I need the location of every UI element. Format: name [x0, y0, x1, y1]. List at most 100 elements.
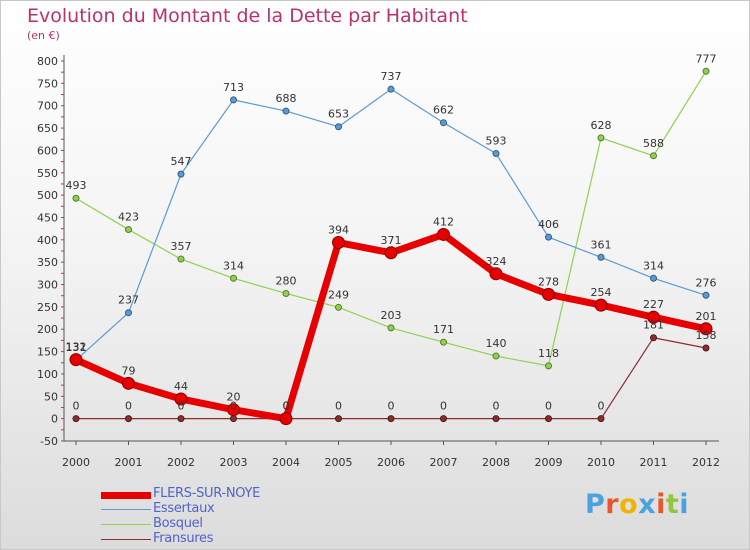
point-essertaux [282, 107, 290, 115]
data-label-flers-sur-noye: 227 [643, 298, 664, 311]
data-label-fransures: 181 [643, 319, 664, 332]
logo-letter: i [679, 489, 690, 520]
point-essertaux [702, 291, 710, 299]
point-flers-sur-noye [227, 403, 240, 417]
point-bosquel [387, 324, 395, 332]
point-bosquel [125, 226, 132, 234]
point-fransures [177, 415, 185, 423]
data-label-flers-sur-noye: 79 [122, 364, 136, 377]
x-tick-label: 2001 [115, 456, 143, 469]
data-label-flers-sur-noye: 324 [486, 255, 507, 268]
point-bosquel [545, 362, 552, 370]
y-tick-label: 250 [37, 301, 58, 314]
data-label-flers-sur-noye: 44 [174, 380, 188, 393]
point-fransures [597, 415, 605, 423]
data-label-fransures: 0 [230, 400, 237, 413]
data-label-essertaux: 737 [381, 70, 402, 83]
data-label-fransures: 0 [178, 400, 185, 413]
data-label-essertaux: 593 [486, 135, 507, 148]
point-flers-sur-noye [69, 353, 83, 367]
point-bosquel [177, 255, 185, 263]
data-label-bosquel: 203 [381, 309, 402, 322]
point-fransures [492, 415, 500, 423]
data-label-essertaux: 276 [696, 276, 717, 289]
point-fransures [440, 415, 447, 423]
y-tick-label: 350 [37, 256, 58, 269]
data-label-bosquel: 118 [538, 347, 559, 360]
point-essertaux [387, 85, 395, 93]
y-tick-label: 800 [37, 55, 58, 68]
logo-letter: r [605, 489, 620, 520]
data-label-fransures: 0 [283, 400, 290, 413]
point-essertaux [230, 96, 237, 104]
point-fransures [335, 415, 342, 423]
data-label-fransures: 0 [73, 400, 80, 413]
data-label-flers-sur-noye: 412 [433, 215, 454, 228]
data-label-flers-sur-noye: 371 [381, 234, 402, 247]
x-tick-label: 2007 [430, 456, 458, 469]
legend-swatch [101, 539, 151, 540]
data-label-flers-sur-noye: 20 [227, 391, 241, 404]
y-tick-label: 400 [37, 234, 58, 247]
data-label-fransures: 0 [598, 400, 605, 413]
legend-swatch [101, 509, 151, 510]
point-bosquel [440, 338, 447, 346]
y-tick-label: 100 [37, 368, 58, 381]
data-label-fransures: 158 [696, 329, 717, 342]
x-tick-label: 2011 [640, 456, 668, 469]
data-label-bosquel: 357 [171, 240, 192, 253]
data-label-bosquel: 249 [328, 288, 349, 301]
point-essertaux [125, 309, 132, 317]
data-label-essertaux: 237 [118, 294, 139, 307]
x-tick-label: 2006 [377, 456, 405, 469]
data-label-flers-sur-noye: 394 [328, 224, 349, 237]
y-tick-label: 650 [37, 122, 58, 135]
x-tick-label: 2000 [62, 456, 90, 469]
y-tick-label: -50 [40, 435, 58, 448]
data-label-bosquel: 493 [66, 179, 87, 192]
logo-letter: o [619, 489, 639, 520]
data-label-bosquel: 314 [223, 259, 244, 272]
x-tick-label: 2005 [325, 456, 353, 469]
chart-subtitle: (en €) [27, 29, 60, 42]
legend-label: Fransures [153, 531, 214, 546]
data-label-flers-sur-noye: 132 [66, 341, 87, 354]
point-bosquel [282, 289, 290, 297]
data-label-fransures: 0 [125, 400, 132, 413]
y-tick-label: 200 [37, 323, 58, 336]
point-essertaux [650, 274, 657, 282]
y-tick-label: 150 [37, 346, 58, 359]
data-label-bosquel: 423 [118, 211, 139, 224]
data-label-bosquel: 140 [486, 337, 507, 350]
proxiti-logo: Proxiti [585, 489, 689, 520]
x-tick-label: 2009 [535, 456, 563, 469]
x-tick-label: 2004 [272, 456, 300, 469]
legend-label: FLERS-SUR-NOYE [153, 486, 261, 501]
data-label-flers-sur-noye: 278 [538, 275, 559, 288]
chart-title: Evolution du Montant de la Dette par Hab… [27, 5, 468, 27]
data-label-essertaux: 547 [171, 155, 192, 168]
data-label-fransures: 0 [440, 400, 447, 413]
point-essertaux [335, 123, 342, 131]
legend-swatch [101, 524, 151, 525]
data-label-flers-sur-noye: 201 [696, 310, 717, 323]
point-fransures [702, 344, 710, 352]
data-label-essertaux: 361 [591, 238, 612, 251]
data-label-bosquel: 171 [433, 323, 454, 336]
point-bosquel [597, 134, 605, 142]
data-label-essertaux: 662 [433, 104, 454, 117]
point-bosquel [702, 67, 710, 75]
x-tick-label: 2012 [692, 456, 720, 469]
point-fransures [387, 415, 395, 423]
point-fransures [72, 415, 80, 423]
legend-label: Essertaux [153, 501, 215, 516]
point-bosquel [230, 274, 237, 282]
legend-label: Bosquel [153, 516, 203, 531]
y-tick-label: 600 [37, 144, 58, 157]
data-label-essertaux: 713 [223, 81, 244, 94]
legend-swatch [101, 492, 151, 499]
data-label-flers-sur-noye: 0 [283, 400, 290, 413]
point-essertaux [440, 119, 447, 127]
data-label-fransures: 0 [335, 400, 342, 413]
